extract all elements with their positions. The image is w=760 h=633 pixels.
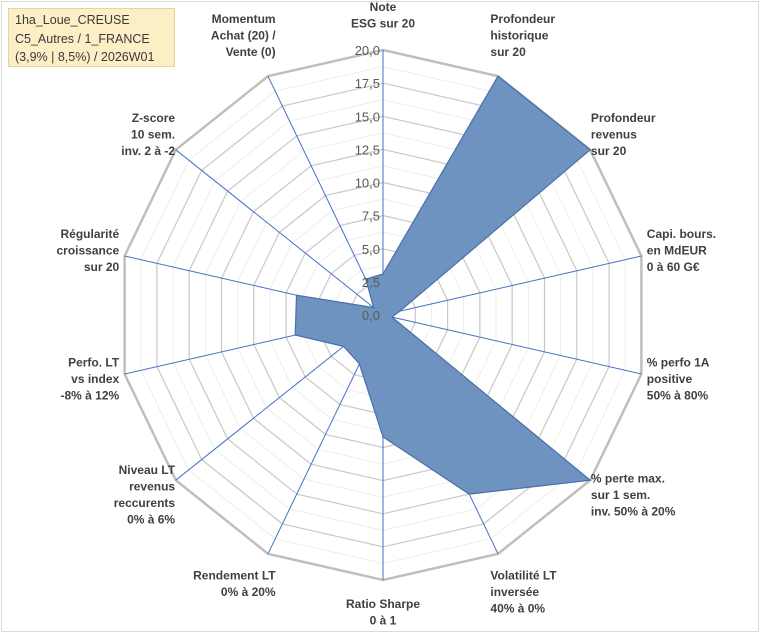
axis-spoke (382, 314, 642, 375)
axis-label: Profondeur revenus sur 20 (591, 111, 656, 158)
fund-info-box: 1ha_Loue_CREUSE C5_Autres / 1_FRANCE (3,… (8, 8, 175, 67)
tick-label: 10,0 (355, 176, 380, 191)
axis-label: % perte max. sur 1 sem. inv. 50% à 20% (591, 471, 676, 518)
axis-label: Régularité croissance sur 20 (56, 227, 119, 274)
axis-spoke (267, 75, 384, 316)
tick-label: 7,5 (362, 209, 380, 224)
axis-label: Perfo. LT vs index -8% à 12% (60, 356, 119, 403)
tick-label: 12,5 (355, 142, 380, 157)
axis-label: Momentum Achat (20) / Vente (0) (211, 12, 276, 59)
axis-label: Profondeur historique sur 20 (490, 12, 555, 59)
tick-label: 5,0 (362, 242, 380, 257)
series-area (294, 75, 592, 495)
axis-spoke (175, 149, 384, 316)
axis-label: Ratio Sharpe 0 à 1 (346, 597, 420, 628)
axis-label: Volatilité LT inversée 40% à 0% (490, 568, 557, 615)
axis-spoke (382, 255, 642, 316)
axis-label: Rendement LT 0% à 20% (193, 568, 276, 599)
axis-label: Z-score 10 sem. inv. 2 à -2 (121, 111, 175, 158)
axis-label: % perfo 1A positive 50% à 80% (647, 356, 710, 403)
fund-category: C5_Autres / 1_FRANCE (15, 31, 150, 46)
tick-label: 2,5 (362, 275, 380, 290)
tick-label: 20,0 (355, 43, 380, 58)
axis-label: Capi. bours. en MdEUR 0 à 60 G€ (647, 227, 716, 274)
fund-stats: (3,9% | 8,5%) / 2026W01 (15, 50, 155, 64)
tick-label: 17,5 (355, 76, 380, 91)
axis-label: Niveau LT revenus reccurents 0% à 6% (114, 463, 176, 527)
tick-label: 0,0 (362, 308, 380, 323)
tick-label: 15,0 (355, 109, 380, 124)
axis-label: Note ESG sur 20 (351, 0, 415, 31)
fund-name: 1ha_Loue_CREUSE (15, 13, 130, 27)
